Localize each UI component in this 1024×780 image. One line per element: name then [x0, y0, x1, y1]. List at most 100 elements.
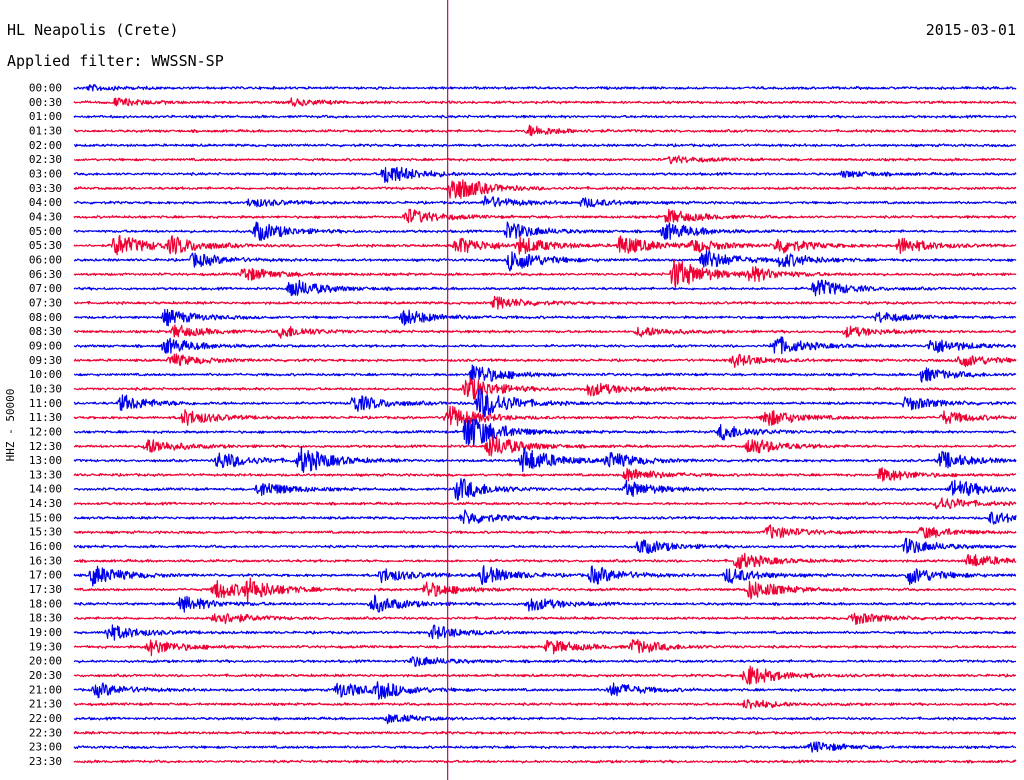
row-time-label: 11:00: [29, 397, 62, 410]
trace-row: [73, 259, 1017, 288]
row-time-label: 03:00: [29, 167, 62, 180]
trace-row: [73, 552, 1017, 570]
trace-row: [73, 155, 1017, 165]
row-time-label: 12:30: [29, 440, 62, 453]
trace-group: [73, 84, 1017, 764]
trace-row: [73, 565, 1017, 587]
trace-row: [73, 665, 1017, 685]
trace-row: [73, 741, 1017, 753]
trace-row: [73, 478, 1017, 501]
row-time-label: 12:00: [29, 425, 62, 438]
trace-row: [73, 195, 1017, 208]
row-time-label: 06:30: [29, 268, 62, 281]
row-time-label: 10:00: [29, 368, 62, 381]
row-time-label: 16:30: [29, 554, 62, 567]
row-time-label: 06:00: [29, 253, 62, 266]
trace-row: [73, 353, 1017, 368]
trace-row: [73, 324, 1016, 339]
row-time-label: 02:00: [29, 139, 62, 152]
trace-row: [73, 759, 1017, 764]
row-time-label: 01:00: [29, 110, 62, 123]
row-time-label: 07:30: [29, 296, 62, 309]
row-time-label: 08:00: [29, 311, 62, 324]
row-time-label: 03:30: [29, 182, 62, 195]
trace-row: [74, 418, 1017, 447]
row-time-label: 14:30: [29, 497, 62, 510]
row-time-label: 19:00: [29, 626, 62, 639]
trace-row: [73, 97, 1017, 107]
row-time-label: 16:00: [29, 540, 62, 553]
row-time-label: 20:30: [29, 669, 62, 682]
trace-row: [73, 377, 1017, 401]
trace-row: [73, 624, 1017, 641]
row-time-label: 14:00: [29, 483, 62, 496]
row-time-label: 05:30: [29, 239, 62, 252]
trace-row: [73, 405, 1017, 427]
trace-row: [73, 234, 1017, 256]
trace-row: [73, 639, 1017, 657]
trace-row: [73, 221, 1017, 242]
trace-row: [73, 577, 1017, 603]
row-time-label: 00:00: [29, 82, 62, 95]
trace-row: [73, 681, 1016, 700]
trace-row: [73, 497, 1017, 510]
y-axis-label: HHZ - 50000: [4, 389, 17, 462]
trace-row: [73, 364, 1017, 383]
trace-row: [73, 713, 1017, 725]
trace-row: [73, 179, 1017, 199]
row-time-label: 02:30: [29, 153, 62, 166]
trace-row: [73, 124, 1017, 137]
row-time-label: 08:30: [29, 325, 62, 338]
row-time-label: 09:30: [29, 354, 62, 367]
row-time-label: 10:30: [29, 382, 62, 395]
trace-row: [73, 166, 1017, 183]
row-time-label: 09:00: [29, 339, 62, 352]
row-time-label: 04:30: [29, 210, 62, 223]
row-time-label: 23:00: [29, 741, 62, 754]
trace-row: [73, 84, 1017, 92]
row-time-label: 13:00: [29, 454, 62, 467]
row-time-label: 15:30: [29, 526, 62, 539]
station-title: HL Neapolis (Crete): [7, 21, 179, 39]
row-time-label: 21:00: [29, 683, 62, 696]
row-time-label: 01:30: [29, 124, 62, 137]
trace-row: [73, 308, 1017, 327]
record-date: 2015-03-01: [925, 21, 1016, 39]
trace-row: [73, 656, 1017, 667]
trace-row: [73, 250, 1017, 272]
trace-row: [73, 114, 1017, 119]
row-time-label: 00:30: [29, 96, 62, 109]
row-time-label: 19:30: [29, 640, 62, 653]
trace-row: [73, 336, 1017, 355]
row-time-label: 05:00: [29, 225, 62, 238]
row-time-label: 11:30: [29, 411, 62, 424]
trace-row: [73, 434, 1017, 457]
trace-row: [73, 537, 1017, 554]
trace-row: [73, 612, 1017, 626]
filter-label: Applied filter: WWSSN-SP: [7, 52, 224, 70]
row-time-label: 15:00: [29, 511, 62, 524]
trace-row: [73, 446, 1017, 473]
row-time-label: 18:30: [29, 612, 62, 625]
row-time-label: 20:00: [29, 655, 62, 668]
trace-row: [73, 467, 1017, 482]
row-time-label: 21:30: [29, 698, 62, 711]
row-time-label: 23:30: [29, 755, 62, 768]
trace-row: [73, 524, 1017, 539]
trace-row: [73, 730, 1016, 735]
row-time-label: 07:00: [29, 282, 62, 295]
row-time-label: 17:30: [29, 583, 62, 596]
row-time-label: 04:00: [29, 196, 62, 209]
trace-row: [73, 594, 1017, 613]
row-time-label: 18:00: [29, 597, 62, 610]
trace-row: [73, 388, 1017, 419]
trace-row: [73, 279, 1017, 297]
row-time-label: 22:30: [29, 726, 62, 739]
trace-row: [73, 143, 1017, 148]
trace-row: [73, 208, 1017, 224]
trace-row: [73, 699, 1017, 710]
trace-row: [73, 295, 1017, 310]
row-time-label: 22:00: [29, 712, 62, 725]
